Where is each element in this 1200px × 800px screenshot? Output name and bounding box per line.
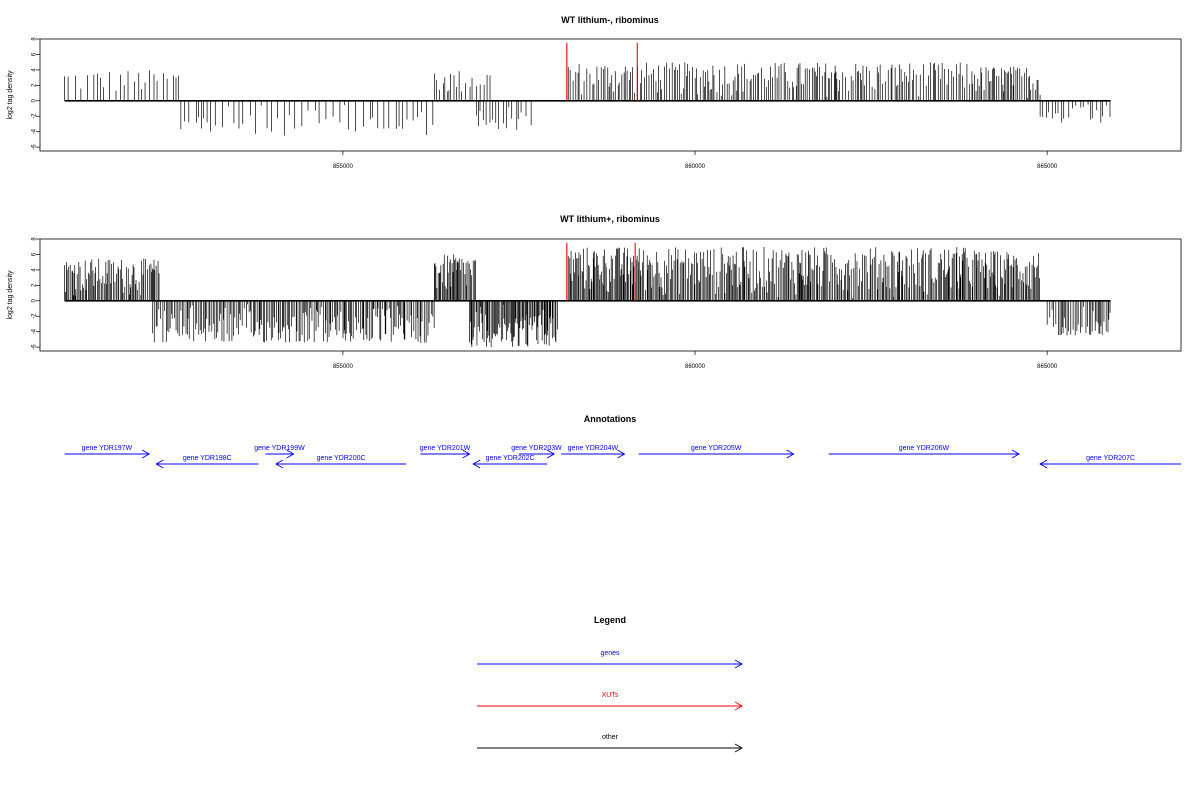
x-tick-label: 860000: [685, 164, 706, 170]
arrowhead-icon: [734, 701, 743, 711]
y-tick-label: 2: [32, 283, 38, 287]
gene-arrow: gene YDR200C: [275, 455, 407, 469]
arrowhead-icon: [462, 449, 471, 459]
gene-arrow: gene YDR199W: [254, 445, 305, 459]
gene-arrow: gene YDR197W: [64, 445, 151, 459]
y-tick-label: 0: [32, 298, 38, 302]
legend-label: genes: [600, 650, 620, 657]
gene-label: gene YDR206W: [899, 445, 950, 452]
gene-arrows: gene YDR197W gene YDR198C gene YDR199W gene…: [64, 445, 1181, 469]
gene-arrow: gene YDR202C: [472, 455, 548, 469]
y-tick-label: -4: [32, 328, 38, 334]
gene-arrow: gene YDR201W: [420, 445, 471, 459]
arrowhead-icon: [155, 459, 164, 469]
gene-label: gene YDR200C: [317, 455, 366, 462]
y-tick-label: 6: [32, 252, 38, 256]
gene-label: gene YDR202C: [486, 455, 535, 462]
legend-label: other: [602, 734, 619, 741]
plot-frame: [39, 238, 1182, 352]
y-axis: 8 6 4 2 0 -2 -4 -6: [32, 237, 40, 350]
gene-label: gene YDR205W: [691, 445, 742, 452]
legend-title: Legend: [594, 615, 626, 625]
y-tick-label: -6: [32, 344, 38, 350]
gene-arrow: gene YDR207C: [1039, 455, 1181, 469]
y-tick-label: -6: [32, 144, 38, 150]
plot-frame: [39, 38, 1182, 152]
y-tick-label: -2: [32, 113, 38, 119]
y-axis-label: log2 tag density: [7, 70, 14, 120]
y-axis-label: log2 tag density: [7, 270, 14, 320]
y-tick-label: 8: [32, 37, 38, 41]
gene-label: gene YDR197W: [82, 445, 133, 452]
legend-items: genes XUTs other: [477, 650, 743, 753]
x-tick-label: 855000: [333, 364, 354, 370]
arrowhead-icon: [734, 743, 743, 753]
y-tick-label: 4: [32, 68, 38, 72]
x-axis: 855000 860000 865000: [333, 151, 1058, 170]
arrowhead-icon: [1039, 459, 1048, 469]
y-tick-label: 6: [32, 52, 38, 56]
y-tick-label: -4: [32, 128, 38, 134]
y-axis: 8 6 4 2 0 -2 -4 -6: [32, 37, 40, 150]
density-bars: [64, 242, 1111, 347]
arrowhead-icon: [617, 449, 626, 459]
gene-arrow: gene YDR205W: [638, 445, 795, 459]
y-tick-label: 0: [32, 98, 38, 102]
gene-arrow: gene YDR198C: [155, 455, 259, 469]
arrowhead-icon: [141, 449, 151, 459]
gene-label: gene YDR199W: [254, 445, 305, 452]
arrowhead-icon: [275, 459, 284, 469]
arrowhead-icon: [1011, 449, 1020, 459]
y-tick-label: 4: [32, 268, 38, 272]
legend-item: other: [477, 734, 743, 753]
y-tick-label: 2: [32, 83, 38, 87]
arrowhead-icon: [734, 659, 743, 669]
track-panel-lithium-plus: WT lithium+, ribominus log2 tag density …: [7, 214, 1182, 370]
x-axis: 855000 860000 865000: [333, 351, 1058, 370]
x-tick-label: 855000: [333, 164, 354, 170]
gene-arrow: gene YDR203W: [511, 445, 562, 459]
x-tick-label: 865000: [1037, 364, 1058, 370]
x-tick-label: 865000: [1037, 164, 1058, 170]
y-tick-label: 8: [32, 237, 38, 241]
gene-label: gene YDR207C: [1086, 455, 1135, 462]
gene-arrow: gene YDR206W: [828, 445, 1020, 459]
legend-item: XUTs: [477, 692, 743, 711]
legend-item: genes: [477, 650, 743, 669]
legend-label: XUTs: [602, 692, 619, 699]
gene-label: gene YDR198C: [183, 455, 232, 462]
arrowhead-icon: [786, 449, 795, 459]
y-tick-label: -2: [32, 313, 38, 319]
arrowhead-icon: [472, 459, 481, 469]
arrowhead-icon: [286, 449, 295, 459]
panel-title: WT lithium+, ribominus: [560, 214, 660, 224]
x-tick-label: 860000: [685, 364, 706, 370]
panel-title: WT lithium-, ribominus: [561, 15, 659, 25]
gene-label: gene YDR204W: [568, 445, 619, 452]
arrowhead-icon: [546, 449, 556, 459]
gene-label: gene YDR203W: [511, 445, 562, 452]
track-panel-lithium-minus: WT lithium-, ribominus log2 tag density …: [7, 15, 1182, 170]
density-bars: [64, 42, 1111, 136]
gene-label: gene YDR201W: [420, 445, 471, 452]
legend: Legend genes XUTs other: [477, 615, 743, 753]
gene-arrow: gene YDR204W: [561, 445, 626, 459]
annotations-title: Annotations: [584, 414, 637, 424]
